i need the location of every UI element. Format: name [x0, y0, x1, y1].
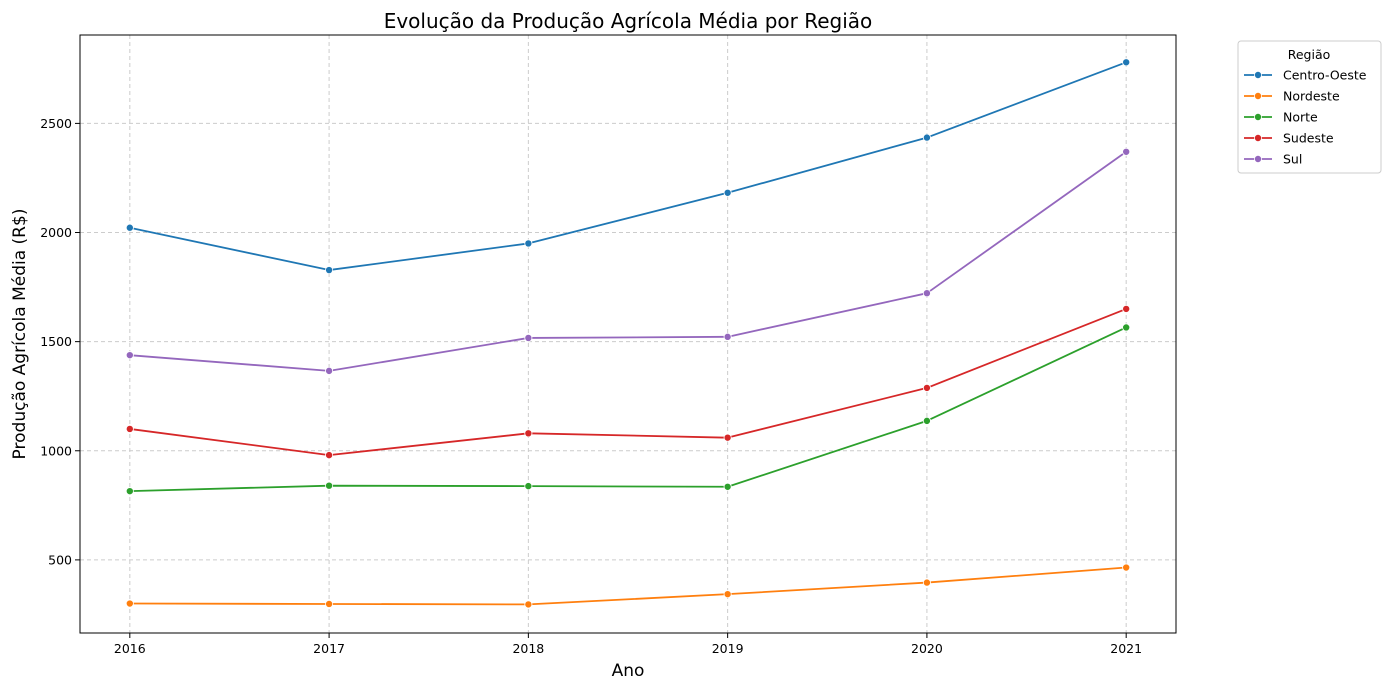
data-point [723, 433, 732, 442]
legend-label: Sudeste [1283, 131, 1334, 146]
y-tick-label: 500 [48, 552, 72, 567]
grid-lines [80, 35, 1176, 633]
legend: Região Centro-Oeste Nordeste Norte Sudeste S… [1237, 40, 1382, 174]
series-line-norte [129, 326, 1127, 493]
plot-frame [79, 34, 1177, 634]
data-point [922, 383, 931, 392]
data-point [125, 424, 134, 433]
legend-label: Nordeste [1283, 89, 1340, 104]
x-axis-label: Ano [612, 661, 645, 681]
data-point [325, 451, 334, 460]
data-point [922, 416, 931, 425]
data-point [1122, 323, 1131, 332]
y-tick-label: 1500 [40, 334, 72, 349]
data-point [1122, 58, 1131, 67]
data-point [325, 481, 334, 490]
x-tick-label: 2016 [114, 641, 146, 656]
series-line-centro-oeste [129, 61, 1127, 271]
data-point [1122, 563, 1131, 572]
data-point [1122, 304, 1131, 313]
x-axis: 2016 2017 2018 2019 2020 2021 [114, 633, 1142, 656]
series-line-nordeste [129, 566, 1127, 606]
data-point [125, 599, 134, 608]
series-layer [125, 58, 1131, 609]
legend-label: Centro-Oeste [1283, 68, 1367, 83]
data-point [524, 429, 533, 438]
y-tick-label: 1000 [40, 443, 72, 458]
legend-item-sul: Sul [1244, 152, 1302, 167]
data-point [125, 487, 134, 496]
series-sudeste [125, 304, 1131, 460]
data-point [524, 333, 533, 342]
series-line-sudeste [129, 308, 1127, 457]
y-tick-label: 2500 [40, 116, 72, 131]
series-centro-oeste [125, 58, 1131, 275]
legend-label: Norte [1283, 110, 1318, 125]
data-point [325, 366, 334, 375]
legend-item-centro-oeste: Centro-Oeste [1244, 68, 1367, 83]
legend-marker [1254, 113, 1263, 122]
data-point [325, 266, 334, 275]
legend-marker [1254, 154, 1263, 163]
data-point [922, 133, 931, 142]
legend-label: Sul [1283, 152, 1302, 167]
legend-item-nordeste: Nordeste [1244, 89, 1340, 104]
x-tick-label: 2018 [512, 641, 544, 656]
data-point [922, 578, 931, 587]
data-point [723, 590, 732, 599]
series-norte [125, 323, 1131, 496]
x-tick-label: 2020 [911, 641, 943, 656]
data-point [325, 599, 334, 608]
data-point [125, 351, 134, 360]
y-tick-label: 2000 [40, 225, 72, 240]
data-point [723, 332, 732, 341]
series-sul [125, 147, 1131, 375]
data-point [723, 482, 732, 491]
legend-marker [1254, 71, 1263, 80]
y-axis-label: Produção Agrícola Média (R$) [10, 209, 30, 460]
x-tick-label: 2021 [1110, 641, 1142, 656]
y-axis: 500 1000 1500 2000 2500 [40, 116, 80, 567]
legend-marker [1254, 133, 1263, 142]
x-tick-label: 2017 [313, 641, 345, 656]
legend-marker [1254, 92, 1263, 101]
legend-title: Região [1288, 47, 1331, 62]
chart-title: Evolução da Produção Agrícola Média por … [384, 9, 873, 33]
data-point [125, 223, 134, 232]
legend-items: Centro-Oeste Nordeste Norte Sudeste Sul [1244, 68, 1367, 167]
data-point [723, 188, 732, 197]
legend-item-sudeste: Sudeste [1244, 131, 1334, 146]
data-point [1122, 147, 1131, 156]
data-point [524, 482, 533, 491]
data-point [922, 289, 931, 298]
series-line-sul [129, 151, 1127, 372]
data-point [524, 239, 533, 248]
series-nordeste [125, 563, 1131, 609]
legend-box [1237, 40, 1382, 174]
x-tick-label: 2019 [712, 641, 744, 656]
legend-item-norte: Norte [1244, 110, 1318, 125]
data-point [524, 600, 533, 609]
